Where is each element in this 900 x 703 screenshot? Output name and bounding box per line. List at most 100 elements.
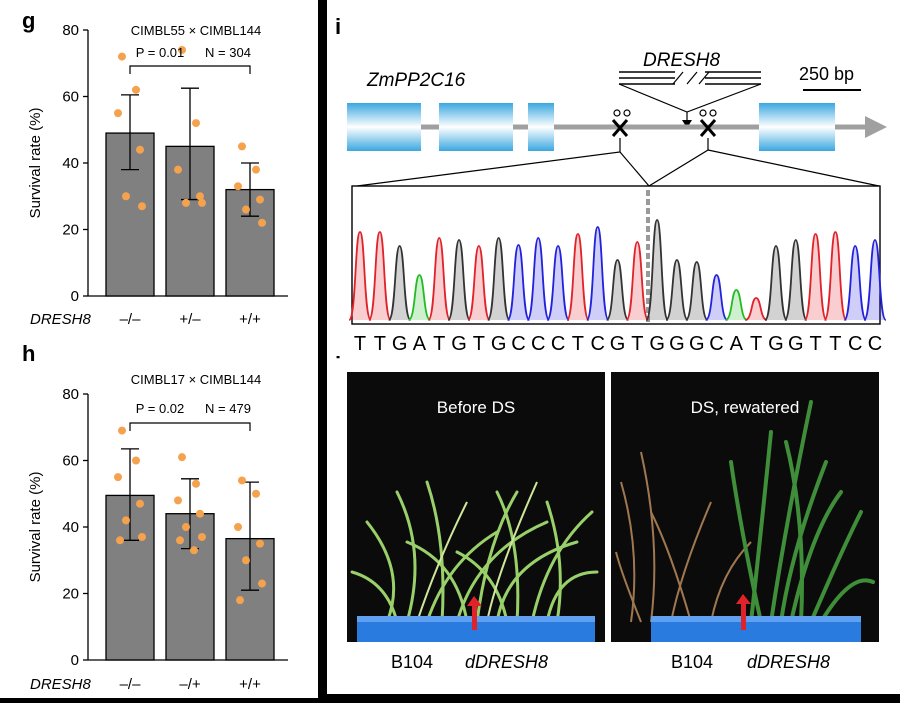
y-tick-label: 20 xyxy=(62,586,79,603)
y-axis-label: Survival rate (%) xyxy=(27,108,44,219)
scissors-icon xyxy=(611,109,631,137)
data-point xyxy=(242,205,250,214)
peak-A xyxy=(407,274,432,321)
before-ds-label: Before DS xyxy=(436,398,516,417)
peak-T xyxy=(348,231,372,321)
n-label: N = 479 xyxy=(205,401,251,416)
chart-title: CIMBL55 × CIMBL144 xyxy=(131,23,261,38)
data-point xyxy=(138,202,146,211)
peak-T xyxy=(427,237,452,321)
data-point xyxy=(256,195,264,204)
significance-bracket xyxy=(129,65,251,74)
category-label: –/– xyxy=(120,311,142,328)
data-point xyxy=(136,499,144,508)
peak-T xyxy=(467,245,491,321)
peak-T xyxy=(823,231,848,321)
data-point xyxy=(238,142,246,151)
peak-G xyxy=(447,239,471,321)
significance-bracket xyxy=(129,422,251,431)
n-label: N = 304 xyxy=(205,45,251,60)
photo-after-ds: DS, rewatered xyxy=(611,372,879,642)
data-point xyxy=(190,546,198,555)
y-tick-label: 20 xyxy=(62,222,79,239)
base-letter: C xyxy=(709,333,723,355)
data-point xyxy=(192,479,200,488)
data-point xyxy=(258,579,266,588)
zoom-line-right xyxy=(707,149,880,187)
peak-G xyxy=(387,245,412,321)
y-tick-label: 0 xyxy=(71,288,79,305)
data-point xyxy=(236,596,244,605)
peak-C xyxy=(546,245,570,321)
gene-name: ZmPP2C16 xyxy=(366,70,466,91)
data-point xyxy=(234,182,242,191)
panel-letter-h: h xyxy=(22,341,35,366)
data-point xyxy=(252,489,260,498)
data-point xyxy=(122,516,130,525)
data-point xyxy=(114,109,122,118)
peak-C xyxy=(704,274,729,321)
data-point xyxy=(136,145,144,154)
data-point xyxy=(132,456,140,465)
data-point xyxy=(116,536,124,545)
base-letter: T xyxy=(354,333,366,355)
data-point xyxy=(196,509,204,518)
data-point xyxy=(198,198,206,207)
insert-label: DRESH8 xyxy=(643,50,721,71)
exon-2 xyxy=(439,103,513,151)
data-point xyxy=(182,523,190,531)
peak-G xyxy=(486,237,511,321)
zoom-line-mid2 xyxy=(648,138,709,187)
scale-label: 250 bp xyxy=(799,64,854,84)
insert-element xyxy=(618,70,762,128)
panel-letter-j: j xyxy=(334,352,341,360)
data-point xyxy=(238,476,246,485)
zoom-line-mid xyxy=(619,151,650,187)
data-point xyxy=(196,192,204,201)
data-point xyxy=(234,523,242,531)
peak-T xyxy=(803,233,828,321)
category-label: +/+ xyxy=(239,311,261,328)
data-point xyxy=(252,165,260,174)
base-letter: C xyxy=(531,333,545,355)
peak-G xyxy=(645,219,669,321)
panel-letter-i: i xyxy=(335,14,341,39)
peak-G xyxy=(605,259,630,321)
gene-diagram: i ZmPP2C16 250 bp DRESH8 xyxy=(334,14,887,360)
base-letter: C xyxy=(551,333,565,355)
caption-b104-left: B104 xyxy=(391,652,434,672)
base-letter: G xyxy=(451,333,467,355)
bar-2 xyxy=(225,537,275,661)
y-tick-label: 0 xyxy=(71,652,79,669)
base-letter: T xyxy=(750,333,762,355)
peak-T xyxy=(625,241,650,321)
base-letter: T xyxy=(809,333,821,355)
right-panel: i ZmPP2C16 250 bp DRESH8 xyxy=(327,0,900,694)
y-tick-label: 60 xyxy=(62,89,79,106)
data-point xyxy=(138,532,146,541)
photo-before-ds: Before DS xyxy=(347,372,605,642)
chart-h: h CIMBL17 × CIMBL144 0 20 40 60 80 Survival rat… xyxy=(22,341,288,693)
base-letter: G xyxy=(689,333,705,355)
base-letter: C xyxy=(868,333,882,355)
data-point xyxy=(182,198,190,207)
data-point xyxy=(176,536,184,545)
data-point xyxy=(178,45,186,54)
exon-1 xyxy=(347,103,421,151)
data-point xyxy=(122,192,130,201)
base-letter: A xyxy=(413,333,427,355)
base-letter: A xyxy=(730,333,744,355)
p-value-label: P = 0.01 xyxy=(136,45,185,60)
base-letter: T xyxy=(374,333,386,355)
base-letter: G xyxy=(768,333,784,355)
base-letter: C xyxy=(511,333,525,355)
base-letter: G xyxy=(669,333,685,355)
base-letter: G xyxy=(610,333,626,355)
category-axis-label: DRESH8 xyxy=(30,311,92,328)
data-point xyxy=(174,165,182,174)
exon-4 xyxy=(759,103,835,151)
caption-mutant-right: dDRESH8 xyxy=(747,652,831,672)
peak-G xyxy=(783,239,808,321)
category-label: –/– xyxy=(120,676,142,693)
y-tick-label: 80 xyxy=(62,386,79,403)
